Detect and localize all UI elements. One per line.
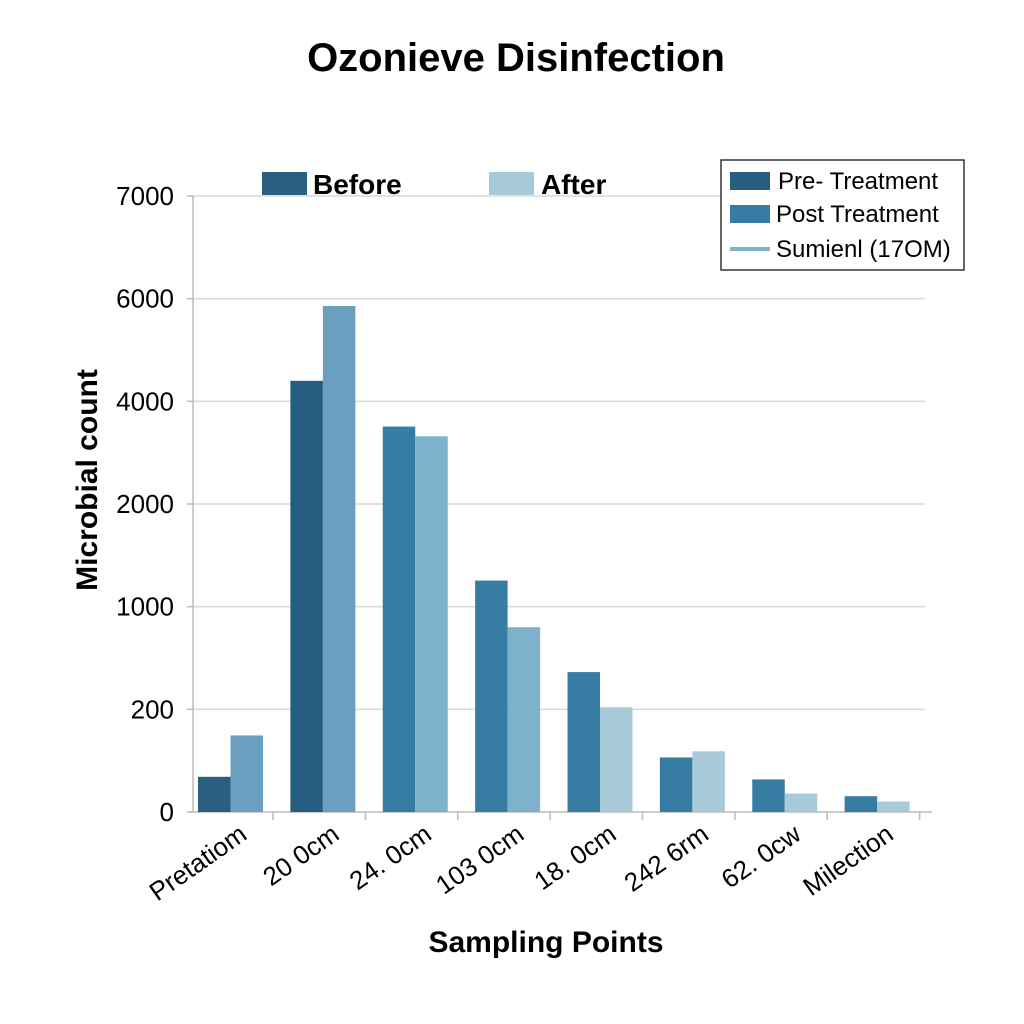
x-tick-label: Pretatiom bbox=[144, 818, 252, 906]
y-tick-label: 2000 bbox=[116, 489, 174, 519]
top-legend-after-label: After bbox=[541, 169, 606, 200]
bar-after-6 bbox=[784, 793, 818, 812]
bar-before-3 bbox=[475, 580, 508, 812]
legend-pre-treatment-swatch bbox=[730, 172, 770, 190]
legend-sumienl-line bbox=[730, 247, 770, 251]
bars bbox=[198, 306, 910, 812]
bar-after-7 bbox=[877, 801, 910, 812]
top-legend: Before After bbox=[262, 169, 606, 200]
x-tick-label: 18. 0cm bbox=[528, 818, 621, 896]
x-tick-label: Milection bbox=[797, 818, 898, 901]
x-tick-label: 62. 0cw bbox=[716, 818, 807, 894]
top-legend-before-label: Before bbox=[313, 169, 402, 200]
y-tick-label: 1000 bbox=[116, 592, 174, 622]
bar-after-3 bbox=[507, 627, 541, 812]
x-tick-label: 24. 0cm bbox=[344, 818, 437, 896]
y-tick-label: 6000 bbox=[116, 284, 174, 314]
bar-before-7 bbox=[844, 796, 878, 812]
y-tick-label: 0 bbox=[160, 797, 174, 827]
legend-post-treatment-swatch bbox=[730, 205, 770, 223]
legend-sumienl-label: Sumienl (17OM) bbox=[776, 236, 951, 263]
bar-before-0 bbox=[198, 776, 231, 812]
bar-after-5 bbox=[692, 751, 725, 812]
x-tick-label: 20 0cm bbox=[257, 818, 344, 891]
bar-after-0 bbox=[230, 735, 263, 812]
bar-after-4 bbox=[600, 707, 633, 812]
bar-before-1 bbox=[290, 380, 323, 812]
y-axis-label: Microbial count bbox=[71, 369, 104, 591]
y-tick-label: 4000 bbox=[116, 386, 174, 416]
bar-before-2 bbox=[382, 426, 416, 812]
x-tick-label: 242 6rm bbox=[618, 818, 713, 897]
y-axis-ticks: 0 200 1000 2000 4000 6000 7000 bbox=[116, 181, 193, 827]
y-tick-label: 7000 bbox=[116, 181, 174, 211]
legend-pre-treatment-label: Pre- Treatment bbox=[778, 168, 938, 195]
bar-before-5 bbox=[659, 757, 693, 812]
top-legend-before-swatch bbox=[262, 172, 307, 195]
bar-before-6 bbox=[752, 779, 785, 812]
chart-title: Ozonieve Disinfection bbox=[307, 36, 725, 80]
y-tick-label: 200 bbox=[131, 694, 174, 724]
x-tick-label: 103 0cm bbox=[430, 818, 529, 900]
legend-box: Pre- Treatment Post Treatment Sumienl (1… bbox=[720, 159, 965, 271]
bar-before-4 bbox=[567, 672, 600, 812]
top-legend-after-swatch bbox=[489, 172, 534, 195]
legend-post-treatment-label: Post Treatment bbox=[776, 201, 939, 228]
bar-after-2 bbox=[415, 436, 448, 812]
x-axis-label: Sampling Points bbox=[428, 926, 663, 959]
bar-after-1 bbox=[322, 306, 356, 812]
